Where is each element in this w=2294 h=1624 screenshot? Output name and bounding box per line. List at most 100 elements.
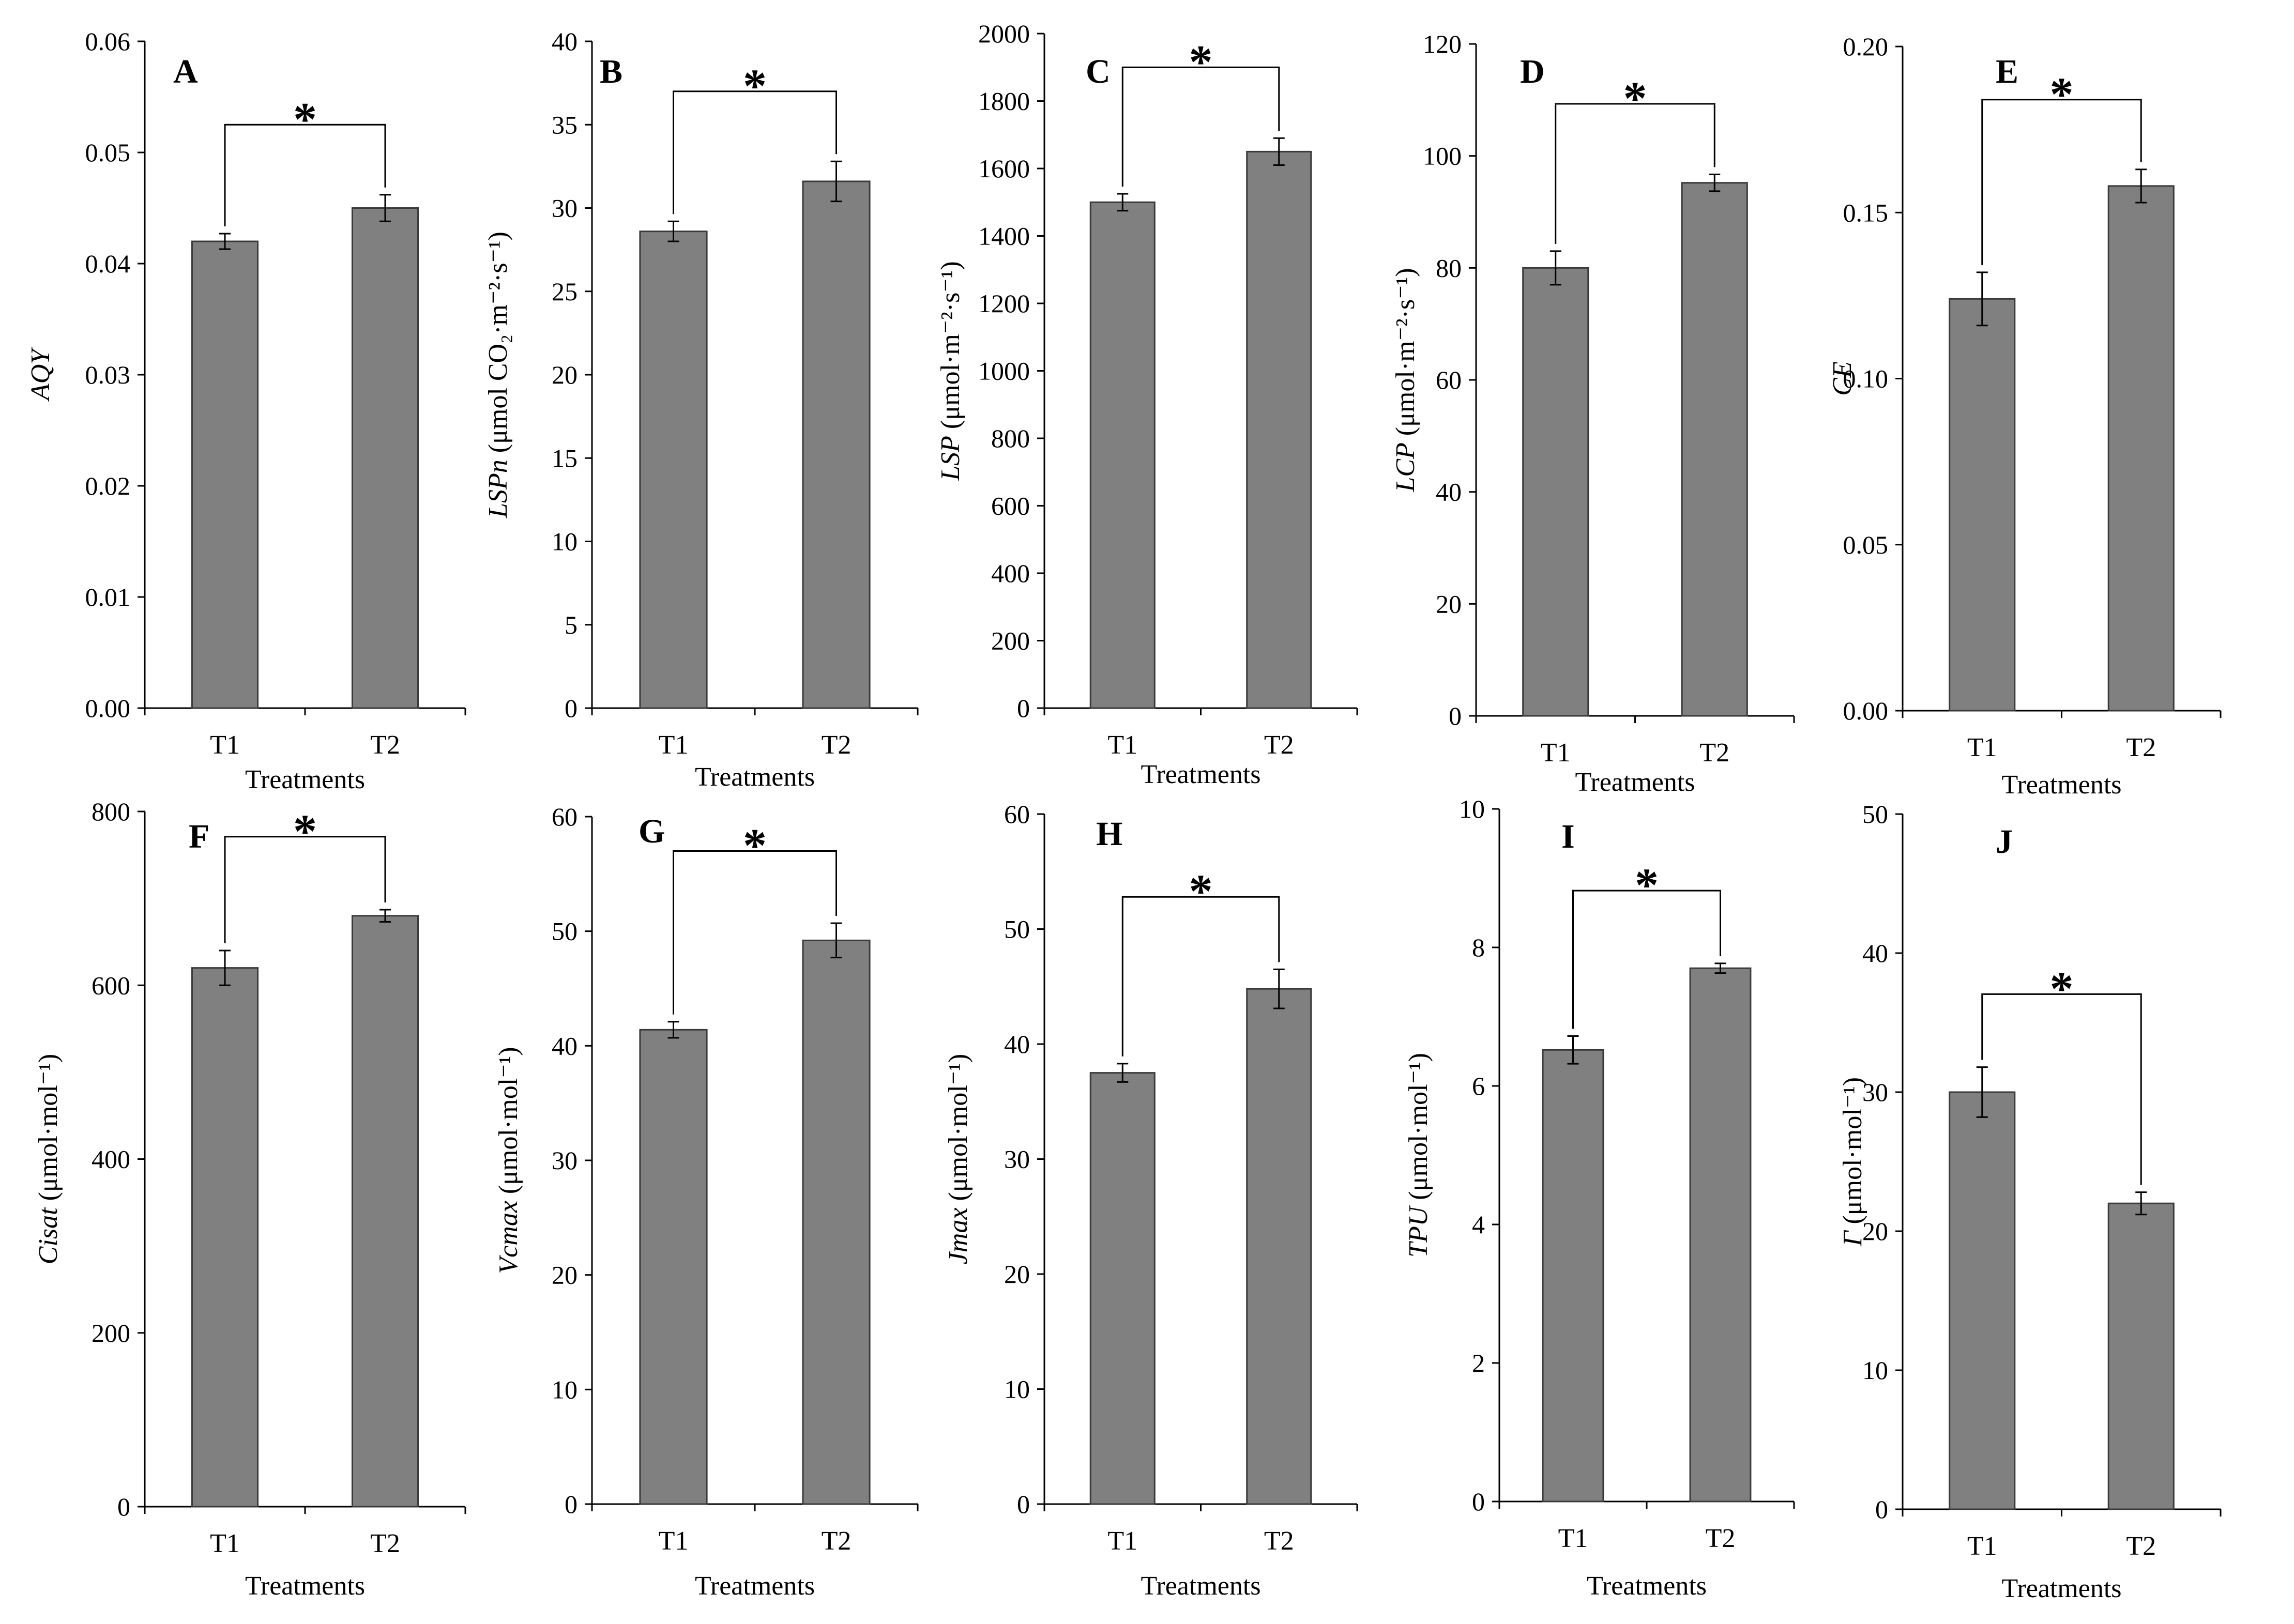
significance-marker: * <box>293 805 317 857</box>
panel-d: 0 20 40 60 80 100 120 T1 T2 * D Treatments LCP (μmol… <box>1391 29 1795 797</box>
bar-t2 <box>802 939 871 1505</box>
y-tick-label: 2000 <box>978 19 1030 48</box>
category-label: T2 <box>2126 1531 2156 1561</box>
bar-t2 <box>1246 150 1312 709</box>
y-tick-label: 30 <box>552 1146 578 1175</box>
y-tick-label: 60 <box>552 802 578 831</box>
bar-t2 <box>1681 182 1748 717</box>
category-label: T1 <box>1107 1526 1137 1556</box>
significance-bracket <box>673 850 837 1015</box>
panel-h: 0 10 20 30 40 50 60 T1 T2 * H Treatments Jmax (μmol·… <box>944 800 1358 1601</box>
y-tick-label: 6 <box>1472 1071 1485 1100</box>
significance-bracket <box>1121 66 1280 187</box>
y-tick-label: 800 <box>92 797 130 826</box>
significance-bracket <box>224 836 386 943</box>
y-tick-label: 0 <box>1017 694 1030 723</box>
category-label: T1 <box>1967 1531 1997 1561</box>
x-axis-title: Treatments <box>695 1571 815 1601</box>
y-tick-label: 200 <box>991 626 1030 655</box>
bar-t1 <box>1949 298 2016 712</box>
y-axis-title: LSPn (μmol CO₂·m⁻²·s⁻¹) <box>483 232 513 518</box>
y-tick-label: 0 <box>1449 701 1462 730</box>
y-tick-label: 0.20 <box>1843 32 1889 61</box>
category-label: T1 <box>659 730 689 760</box>
y-axis-variable: Γ <box>1838 1230 1867 1247</box>
category-label: T1 <box>659 1526 689 1556</box>
panel-letter: C <box>1086 53 1111 90</box>
y-tick-label: 400 <box>92 1145 130 1174</box>
significance-marker: * <box>1623 72 1647 125</box>
x-axis-title: Treatments <box>2001 1574 2121 1603</box>
y-axis-unit: (μmol CO₂·m⁻²·s⁻¹) <box>483 232 513 459</box>
panel-e: 0.00 0.05 0.10 0.15 0.20 T1 T2 * E Treatments CE <box>1828 32 2222 800</box>
panel-letter: D <box>1520 53 1545 90</box>
y-tick-label: 100 <box>1423 142 1462 171</box>
y-tick-label: 0 <box>117 1492 130 1521</box>
y-tick-label: 40 <box>552 1031 578 1060</box>
y-tick-label: 10 <box>1862 1356 1888 1385</box>
significance-marker: * <box>293 93 317 145</box>
y-axis-variable: CE <box>1828 361 1857 395</box>
y-tick-label: 120 <box>1423 29 1462 58</box>
category-label: T1 <box>1541 738 1571 768</box>
y-tick-label: 10 <box>552 1375 578 1404</box>
y-tick-label: 1000 <box>978 357 1030 386</box>
category-label: T2 <box>822 730 852 760</box>
y-axis-variable: LCP <box>1391 442 1420 492</box>
significance-bracket <box>1555 103 1715 244</box>
y-tick-label: 60 <box>1004 800 1030 829</box>
y-tick-label: 0.00 <box>1843 696 1889 725</box>
y-tick-label: 0.04 <box>85 249 131 278</box>
y-tick-label: 8 <box>1472 933 1485 962</box>
y-tick-label: 40 <box>1436 478 1462 507</box>
bar-t2 <box>351 915 419 1508</box>
y-tick-label: 10 <box>1004 1375 1030 1404</box>
y-tick-label: 600 <box>92 971 130 1000</box>
y-tick-label: 20 <box>1862 1217 1888 1246</box>
y-axis-variable: LSP <box>936 436 965 481</box>
panel-letter: I <box>1561 818 1575 855</box>
y-axis-variable: Cisat <box>34 1207 63 1264</box>
y-tick-label: 1400 <box>978 222 1030 251</box>
bar-t2 <box>1689 967 1752 1503</box>
panel-f: 0 200 400 600 800 T1 T2 * F Treatments Cisat (μmol… <box>34 797 466 1601</box>
y-axis-title: TPU (μmol·mol⁻¹) <box>1404 1053 1433 1258</box>
y-tick-label: 50 <box>1004 915 1030 944</box>
y-tick-label: 400 <box>991 559 1030 588</box>
panel-letter: H <box>1096 815 1122 853</box>
category-label: T1 <box>210 730 240 760</box>
y-tick-label: 20 <box>552 1261 578 1290</box>
panel-letter: A <box>173 53 198 90</box>
y-axis-unit: (μmol·mol⁻¹) <box>1838 1077 1867 1231</box>
y-tick-label: 1600 <box>978 154 1030 183</box>
significance-marker: * <box>1635 859 1659 911</box>
panel-b: 0 5 10 15 20 25 30 35 40 T1 T2 * B Treatments LSPn (μm… <box>483 27 919 792</box>
y-tick-label: 25 <box>552 277 578 306</box>
bar-t2 <box>351 207 419 709</box>
y-tick-label: 35 <box>552 110 578 139</box>
y-tick-label: 15 <box>552 443 578 472</box>
y-axis-title: CE <box>1828 361 1857 395</box>
category-label: T2 <box>822 1526 852 1556</box>
y-tick-label: 20 <box>552 360 578 389</box>
y-axis-title: Vcmax (μmol·mol⁻¹) <box>494 1047 523 1274</box>
x-axis-title: Treatments <box>2001 770 2121 800</box>
bar-t1 <box>1089 201 1156 709</box>
bar-t1 <box>639 1029 708 1505</box>
y-tick-label: 80 <box>1436 253 1462 282</box>
category-label: T2 <box>1699 738 1729 768</box>
y-axis-title: Cisat (μmol·mol⁻¹) <box>34 1054 63 1264</box>
y-axis-title: LSP (μmol·m⁻²·s⁻¹) <box>936 261 965 481</box>
y-tick-label: 10 <box>552 527 578 556</box>
y-axis-variable: LSPn <box>483 459 513 518</box>
bar-t1 <box>191 967 259 1508</box>
category-label: T2 <box>370 1529 400 1558</box>
y-tick-label: 40 <box>552 27 578 56</box>
significance-marker: * <box>1189 865 1213 917</box>
y-tick-label: 40 <box>1004 1030 1030 1059</box>
y-axis-variable: AQY <box>26 347 55 402</box>
bar-t2 <box>802 180 871 709</box>
y-tick-label: 0.05 <box>1843 530 1889 559</box>
